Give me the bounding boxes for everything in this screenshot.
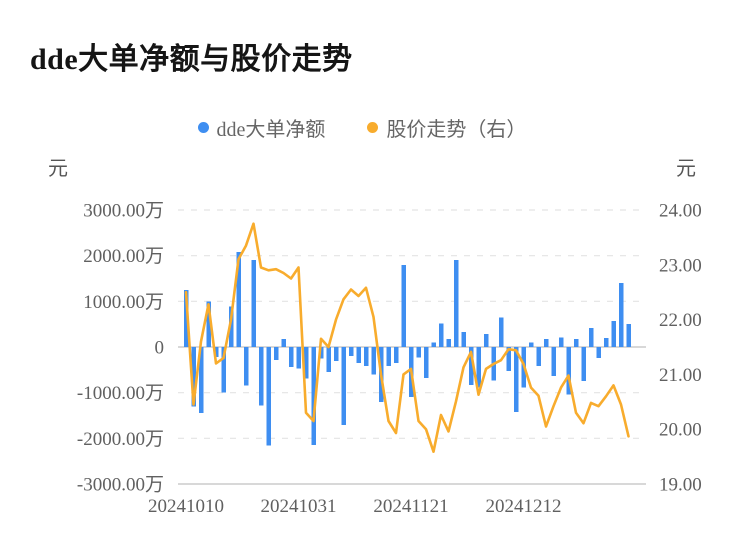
dde-net-bar: [596, 347, 601, 358]
dde-net-bar: [423, 347, 429, 379]
dde-net-bar: [483, 333, 489, 347]
legend-dot-bar-series-icon: [197, 122, 209, 133]
dde-net-bar: [626, 324, 631, 347]
dde-net-bar: [371, 347, 376, 375]
dde-net-bar: [303, 347, 309, 379]
dde-net-bar: [461, 331, 466, 347]
dde-net-bar: [206, 301, 211, 347]
left-axis-tick-label: -2000.00万: [77, 429, 164, 450]
right-axis-tick-label: 24.00: [659, 201, 702, 222]
left-axis-tick-label: -1000.00万: [77, 383, 164, 404]
dde-net-bar: [288, 347, 294, 368]
dde-net-bar: [333, 347, 339, 362]
dde-net-bar: [618, 283, 624, 347]
dde-net-bar: [183, 289, 189, 347]
dde-net-bar: [356, 347, 361, 363]
dde-net-bar: [453, 260, 459, 347]
dde-net-bar: [581, 347, 586, 381]
dde-net-bar: [446, 339, 451, 347]
dde-net-bar: [438, 323, 444, 347]
dde-net-bar: [198, 347, 204, 414]
x-axis-tick-label: 20241212: [486, 496, 562, 517]
left-axis-tick-label: 3000.00万: [83, 201, 164, 222]
left-axis-unit: 元: [48, 158, 68, 180]
dde-net-bar: [513, 347, 519, 412]
dde-net-bar: [296, 347, 301, 369]
dde-net-bar: [603, 337, 609, 347]
right-axis-tick-label: 21.00: [659, 365, 702, 386]
right-axis-tick-label: 19.00: [659, 475, 702, 496]
legend-dot-line-series-icon: [367, 122, 379, 133]
dde-net-bar: [363, 347, 369, 367]
dde-net-bar: [528, 342, 534, 347]
dde-net-bar: [266, 347, 271, 446]
dde-net-bar: [348, 347, 354, 357]
dde-net-bar: [416, 347, 421, 358]
dde-net-bar: [228, 306, 234, 347]
dde-net-bar: [476, 347, 481, 388]
x-axis-tick-label: 20241121: [373, 496, 448, 517]
dde-net-bar: [611, 320, 616, 347]
dde-net-bar: [251, 260, 256, 347]
dde-net-bar: [566, 347, 571, 395]
dde-net-bar: [588, 327, 594, 347]
right-axis-unit: 元: [676, 158, 696, 180]
left-axis-tick-label: 1000.00万: [83, 292, 164, 313]
legend: dde大单净额 股价走势（右）: [0, 113, 724, 142]
legend-item-dde-net[interactable]: dde大单净额: [197, 113, 326, 142]
left-axis-tick-label: -3000.00万: [77, 475, 164, 496]
dde-net-bar: [468, 347, 474, 385]
dde-net-bar: [573, 339, 579, 347]
x-axis-tick-label: 20241010: [148, 496, 224, 517]
right-axis-tick-label: 22.00: [659, 310, 702, 331]
dde-net-bar: [401, 264, 406, 347]
dde-net-bar: [498, 317, 504, 347]
dde-net-bar: [506, 347, 511, 372]
dde-net-bar: [311, 347, 316, 446]
dde-net-bar: [281, 339, 286, 347]
dde-net-bar: [243, 347, 249, 386]
dde-net-bar: [221, 347, 226, 393]
dde-net-bar: [386, 347, 391, 367]
page-title: dde大单净额与股价走势: [30, 43, 353, 76]
legend-label-price-trend: 股价走势（右）: [386, 119, 527, 141]
dde-net-bar: [326, 347, 331, 373]
left-axis-tick-label: 0: [155, 338, 165, 359]
dde-net-bar: [551, 347, 556, 377]
dde-net-bar: [273, 347, 279, 361]
price-trend-line: [184, 222, 630, 454]
legend-item-price-trend[interactable]: 股价走势（右）: [367, 113, 526, 142]
dde-net-bar: [393, 347, 399, 363]
dde-net-bar: [536, 347, 541, 367]
dde-net-bar: [191, 347, 196, 407]
dde-net-bar: [431, 342, 436, 347]
left-axis-tick-label: 2000.00万: [83, 246, 164, 267]
x-axis-tick-label: 20241031: [261, 496, 337, 517]
dde-net-bar: [558, 337, 564, 347]
right-axis-tick-label: 23.00: [659, 255, 702, 276]
dde-net-bar: [543, 339, 549, 347]
dde-net-bar: [341, 347, 346, 426]
dde-net-bar: [213, 347, 219, 358]
right-axis-tick-label: 20.00: [659, 420, 702, 441]
legend-label-dde-net: dde大单净额: [216, 119, 326, 141]
dde-net-bar: [236, 252, 241, 347]
dde-net-bar: [258, 347, 264, 406]
